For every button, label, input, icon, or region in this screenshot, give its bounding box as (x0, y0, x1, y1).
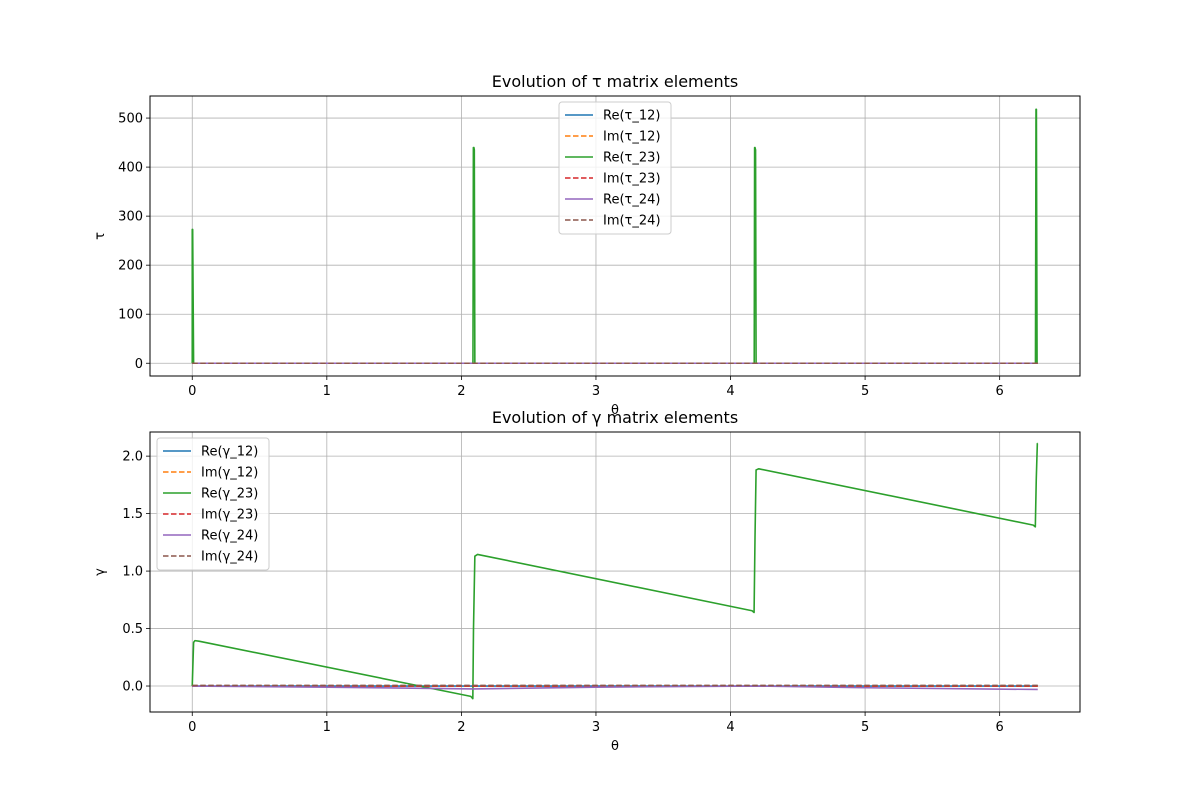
gamma-legend-box (156, 437, 270, 571)
gamma-legend-label: Re(γ_12) (201, 445, 258, 460)
tau-x-tick-label: 5 (861, 384, 869, 399)
gamma-x-tick-label: 0 (188, 720, 196, 735)
gamma-series-group (191, 442, 1039, 700)
gamma-y-tick-label: 1.5 (122, 507, 143, 522)
tau-chart: Evolution of τ matrix elements 0 1 2 3 4 5 6 0… (93, 72, 1081, 418)
tau-y-tick-label: 100 (118, 308, 143, 323)
tau-y-ticks: 0 100 200 300 400 500 (118, 112, 150, 372)
tau-y-tick-label: 400 (118, 161, 143, 176)
gamma-chart: Evolution of γ matrix elements 0 1 2 3 4 5 6 0… (93, 408, 1081, 754)
tau-x-tick-label: 0 (188, 384, 196, 399)
gamma-y-tick-label: 0.0 (122, 680, 143, 695)
gamma-x-tick-label: 4 (726, 720, 734, 735)
gamma-y-tick-label: 2.0 (122, 450, 143, 465)
gamma-x-axis-label: θ (611, 739, 619, 754)
tau-chart-title: Evolution of τ matrix elements (492, 72, 738, 91)
tau-x-ticks: 0 1 2 3 4 5 6 (188, 376, 1004, 399)
gamma-y-tick-label: 0.5 (122, 622, 143, 637)
tau-x-tick-label: 1 (323, 384, 331, 399)
tau-plot-frame (149, 95, 1081, 377)
tau-x-tick-label: 6 (996, 384, 1004, 399)
tau-x-tick-label: 4 (726, 384, 734, 399)
gamma-y-axis-label: γ (93, 568, 108, 576)
gamma-grid (150, 432, 1080, 712)
gamma-legend-label: Im(γ_12) (201, 466, 258, 481)
tau-y-tick-label: 200 (118, 259, 143, 274)
tau-y-tick-label: 0 (135, 357, 143, 372)
gamma-legend-label: Im(γ_24) (201, 550, 258, 565)
gamma-x-tick-label: 5 (861, 720, 869, 735)
gamma-y-tick-label: 1.0 (122, 565, 143, 580)
tau-x-axis-label: θ (611, 403, 619, 418)
tau-legend-box (558, 101, 672, 235)
gamma-legend-label: Re(γ_23) (201, 487, 258, 502)
gamma-legend: Re(γ_12) Im(γ_12) Re(γ_23) Im(γ_23) Re(γ_24)… (156, 437, 270, 571)
gamma-legend-label: Im(γ_23) (201, 508, 258, 523)
tau-legend-label: Im(τ_24) (603, 214, 661, 229)
gamma-y-ticks: 0.0 0.5 1.0 1.5 2.0 (122, 450, 150, 695)
gamma-legend-label: Re(γ_24) (201, 529, 258, 544)
tau-y-axis-label: τ (93, 232, 108, 240)
gamma-series-line-4 (192, 685, 1038, 691)
gamma-x-tick-label: 2 (457, 720, 465, 735)
tau-y-tick-label: 300 (118, 210, 143, 225)
tau-legend-label: Re(τ_12) (603, 109, 660, 124)
gamma-x-ticks: 0 1 2 3 4 5 6 (188, 712, 1004, 735)
gamma-series-line-2 (191, 442, 1039, 700)
gamma-chart-title: Evolution of γ matrix elements (492, 408, 738, 427)
tau-x-tick-label: 3 (592, 384, 600, 399)
gamma-x-tick-label: 1 (323, 720, 331, 735)
tau-legend-label: Re(τ_23) (603, 151, 660, 166)
tau-legend: Re(τ_12) Im(τ_12) Re(τ_23) Im(τ_23) Re(τ_24)… (558, 101, 672, 235)
tau-legend-label: Im(τ_12) (603, 130, 661, 145)
tau-series-group (191, 108, 1038, 365)
gamma-x-tick-label: 6 (996, 720, 1004, 735)
tau-legend-label: Re(τ_24) (603, 193, 660, 208)
tau-x-tick-label: 2 (457, 384, 465, 399)
tau-legend-label: Im(τ_23) (603, 172, 661, 187)
gamma-plot-frame (149, 431, 1081, 713)
gamma-x-tick-label: 3 (592, 720, 600, 735)
tau-y-tick-label: 500 (118, 112, 143, 127)
